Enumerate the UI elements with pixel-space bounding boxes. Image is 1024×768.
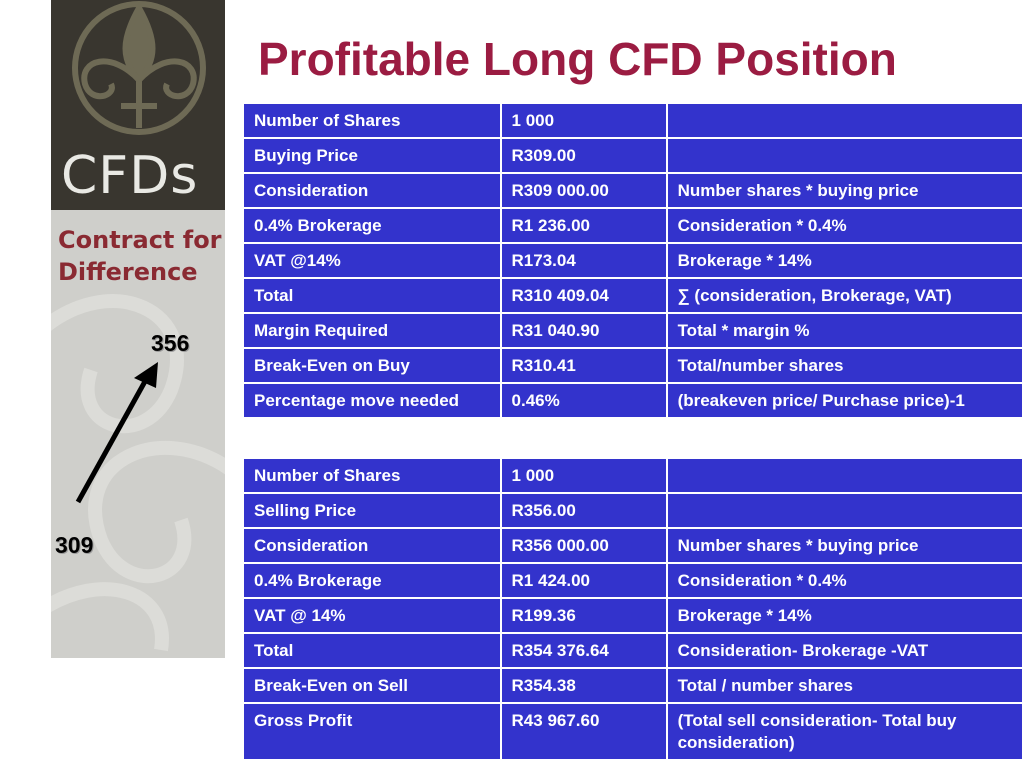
cell-formula (665, 137, 1024, 174)
cell-formula: Consideration * 0.4% (665, 207, 1024, 244)
cell-label: Number of Shares (242, 102, 502, 139)
table-row: Margin Required R31 040.90 Total * margin … (242, 312, 1024, 349)
cell-formula: Total * margin % (665, 312, 1024, 349)
price-low-label: 309 (55, 532, 94, 558)
cell-formula (665, 492, 1024, 529)
cell-label: VAT @14% (242, 242, 502, 279)
cell-formula: (breakeven price/ Purchase price)-1 (665, 382, 1024, 419)
cell-label: Total (242, 632, 502, 669)
cell-label: Consideration (242, 527, 502, 564)
brand-panel: CFDs Contract for Difference (51, 0, 225, 658)
cell-formula: Consideration- Brokerage -VAT (665, 632, 1024, 669)
decorative-swirls (51, 294, 225, 652)
table-row: Break-Even on Sell R354.38 Total / number … (242, 667, 1024, 704)
table-row: Percentage move needed 0.46% (breakeven pr… (242, 382, 1024, 419)
table-row: 0.4% Brokerage R1 236.00 Consideration * 0… (242, 207, 1024, 244)
cell-value: R199.36 (499, 597, 668, 634)
cell-value: R31 040.90 (499, 312, 668, 349)
cell-formula (665, 102, 1024, 139)
buy-table-body: Number of Shares 1 000 Buying Price R309.00… (242, 102, 1024, 419)
cell-formula (665, 457, 1024, 494)
cell-label: 0.4% Brokerage (242, 562, 502, 599)
buy-position-table: Number of Shares 1 000 Buying Price R309.00… (242, 102, 1024, 419)
cell-value: R310.41 (499, 347, 668, 384)
cell-value: R356 000.00 (499, 527, 668, 564)
table-row: Total R310 409.04 ∑ (consideration, Broker… (242, 277, 1024, 314)
cell-value: R356.00 (499, 492, 668, 529)
cell-value: 1 000 (499, 102, 668, 139)
tagline-line-2: Difference (58, 258, 198, 286)
cell-label: Break-Even on Buy (242, 347, 502, 384)
cell-formula: (Total sell consideration- Total buy con… (665, 702, 1024, 761)
cell-formula: Number shares * buying price (665, 527, 1024, 564)
cell-label: Total (242, 277, 502, 314)
cell-value: R1 424.00 (499, 562, 668, 599)
cell-formula: Brokerage * 14% (665, 597, 1024, 634)
logo-tagline: Contract for Difference (58, 224, 222, 288)
price-up-arrow-icon (75, 362, 158, 504)
cell-label: Margin Required (242, 312, 502, 349)
cell-value: 0.46% (499, 382, 668, 419)
cell-value: R309.00 (499, 137, 668, 174)
table-row: VAT @ 14% R199.36 Brokerage * 14% (242, 597, 1024, 634)
cell-label: Number of Shares (242, 457, 502, 494)
cell-formula: Number shares * buying price (665, 172, 1024, 209)
cell-label: Percentage move needed (242, 382, 502, 419)
table-row: Total R354 376.64 Consideration- Brokerage… (242, 632, 1024, 669)
sell-table-body: Number of Shares 1 000 Selling Price R356.0… (242, 457, 1024, 761)
cfds-logo-text: CFDs (61, 146, 199, 206)
table-row: Buying Price R309.00 (242, 137, 1024, 174)
fleur-de-lis-ornament-icon (72, 1, 206, 135)
cell-value: R1 236.00 (499, 207, 668, 244)
cell-label: Consideration (242, 172, 502, 209)
sell-position-table: Number of Shares 1 000 Selling Price R356.0… (242, 457, 1024, 761)
cell-label: Buying Price (242, 137, 502, 174)
cell-value: R354.38 (499, 667, 668, 704)
cell-value: R43 967.60 (499, 702, 668, 761)
cell-value: R310 409.04 (499, 277, 668, 314)
price-high-label: 356 (151, 330, 190, 356)
cell-label: Gross Profit (242, 702, 502, 761)
cell-label: 0.4% Brokerage (242, 207, 502, 244)
table-row: Gross Profit R43 967.60 (Total sell consid… (242, 702, 1024, 761)
cell-value: R173.04 (499, 242, 668, 279)
tagline-line-1: Contract for (58, 226, 222, 254)
slide-title: Profitable Long CFD Position (258, 33, 897, 85)
table-row: Number of Shares 1 000 (242, 457, 1024, 494)
cell-formula: Consideration * 0.4% (665, 562, 1024, 599)
cell-value: R309 000.00 (499, 172, 668, 209)
cell-label: VAT @ 14% (242, 597, 502, 634)
table-row: Consideration R356 000.00 Number shares * … (242, 527, 1024, 564)
table-row: Number of Shares 1 000 (242, 102, 1024, 139)
cell-value: 1 000 (499, 457, 668, 494)
table-row: 0.4% Brokerage R1 424.00 Consideration * 0… (242, 562, 1024, 599)
table-row: Break-Even on Buy R310.41 Total/number sha… (242, 347, 1024, 384)
table-row: Consideration R309 000.00 Number shares * … (242, 172, 1024, 209)
cell-formula: Total/number shares (665, 347, 1024, 384)
cell-formula: Total / number shares (665, 667, 1024, 704)
cell-value: R354 376.64 (499, 632, 668, 669)
cell-formula: Brokerage * 14% (665, 242, 1024, 279)
cell-label: Break-Even on Sell (242, 667, 502, 704)
table-row: Selling Price R356.00 (242, 492, 1024, 529)
cell-label: Selling Price (242, 492, 502, 529)
cell-formula: ∑ (consideration, Brokerage, VAT) (665, 277, 1024, 314)
table-row: VAT @14% R173.04 Brokerage * 14% (242, 242, 1024, 279)
